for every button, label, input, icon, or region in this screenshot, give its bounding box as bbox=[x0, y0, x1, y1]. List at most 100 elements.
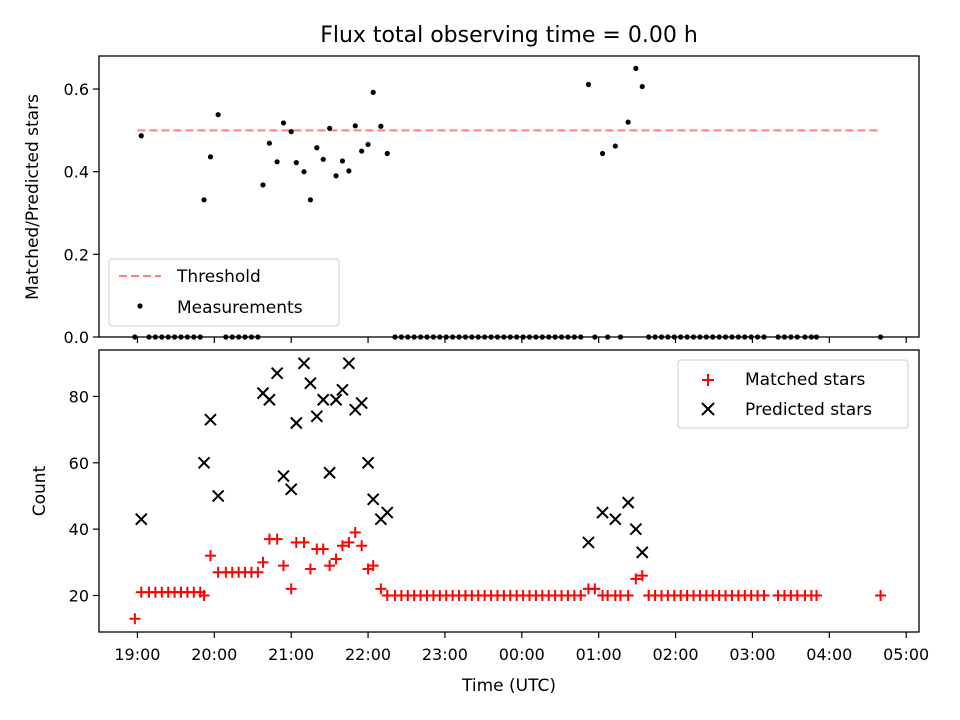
legend-threshold-label: Threshold bbox=[176, 267, 261, 287]
x-tick-label: 21:00 bbox=[268, 645, 314, 664]
predicted-star-point bbox=[270, 367, 284, 380]
x-tick-label: 01:00 bbox=[576, 645, 622, 664]
legend-measurements-label: Measurements bbox=[177, 298, 303, 318]
measurement-point bbox=[138, 133, 144, 139]
predicted-star-point-b bbox=[361, 456, 375, 470]
predicted-star-point bbox=[277, 469, 290, 483]
bottom-y-ticks: 20 40 60 80 bbox=[69, 387, 99, 606]
measurement-point bbox=[339, 158, 346, 164]
matched-star-point bbox=[285, 583, 297, 595]
matched-star-point bbox=[356, 540, 368, 552]
x-axis-label: Time (UTC) bbox=[461, 676, 556, 696]
x-tick-label: 19:00 bbox=[114, 645, 160, 664]
predicted-star-point bbox=[361, 456, 375, 470]
predicted-star-point bbox=[323, 466, 336, 479]
legend-predicted-label: Predicted stars bbox=[745, 400, 872, 420]
predicted-star-point-b bbox=[381, 506, 394, 519]
predicted-star-point-b bbox=[336, 383, 349, 397]
matched-star-point bbox=[636, 570, 648, 582]
predicted-star-point bbox=[297, 357, 311, 370]
measurement-point bbox=[280, 120, 287, 126]
predicted-star-point-b bbox=[621, 496, 635, 509]
x-tick-label: 20:00 bbox=[191, 645, 237, 664]
predicted-star-point bbox=[636, 546, 649, 559]
predicted-star-point bbox=[304, 376, 317, 390]
measurement-point bbox=[585, 81, 592, 88]
predicted-star-point bbox=[621, 496, 635, 509]
bottom-legend: Matched stars Predicted stars bbox=[677, 359, 909, 429]
predicted-star-point bbox=[135, 512, 148, 526]
legend-matched-label: Matched stars bbox=[745, 370, 865, 390]
measurement-point bbox=[378, 123, 384, 129]
matched-star-point bbox=[317, 543, 329, 555]
bottom-y-tick-label: 80 bbox=[69, 387, 89, 406]
matched-star-point bbox=[811, 590, 822, 602]
matched-star-point bbox=[257, 556, 269, 568]
measurement-point bbox=[639, 83, 645, 90]
top-y-tick-label: 0.2 bbox=[64, 245, 89, 264]
top-y-tick-label: 0.4 bbox=[64, 163, 89, 182]
matched-star-point bbox=[129, 613, 141, 625]
matched-star-point bbox=[875, 590, 887, 602]
measurement-point bbox=[301, 169, 307, 175]
x-tick-label: 23:00 bbox=[422, 645, 468, 664]
measurement-point bbox=[266, 140, 273, 146]
x-tick-label: 04:00 bbox=[806, 645, 852, 664]
predicted-star-point-b bbox=[636, 546, 649, 559]
predicted-star-point bbox=[629, 522, 643, 536]
predicted-star-point-b bbox=[297, 357, 311, 370]
bottom-y-axis-label: Count bbox=[30, 465, 50, 516]
measurement-point bbox=[352, 123, 358, 129]
x-tick-label: 00:00 bbox=[499, 645, 545, 664]
predicted-star-point-b bbox=[596, 506, 609, 519]
predicted-star-point-b bbox=[135, 512, 148, 526]
top-y-ticks: 0.0 0.2 0.4 0.6 bbox=[64, 80, 99, 347]
top-legend-box bbox=[108, 258, 340, 327]
x-tick-label: 05:00 bbox=[883, 645, 929, 664]
predicted-star-point bbox=[290, 416, 303, 430]
matched-star-point bbox=[298, 536, 310, 548]
predicted-star-point-b bbox=[323, 466, 336, 479]
predicted-star-point bbox=[355, 396, 368, 410]
measurement-point bbox=[260, 182, 266, 188]
measurement-point bbox=[612, 143, 618, 149]
measurement-point bbox=[633, 65, 639, 71]
predicted-star-point-b bbox=[582, 536, 595, 549]
matched-star-point bbox=[198, 590, 210, 602]
predicted-star-point bbox=[381, 506, 394, 519]
bottom-y-tick-label: 20 bbox=[69, 587, 89, 606]
measurement-point bbox=[293, 160, 299, 166]
matched-star-point bbox=[278, 560, 289, 572]
matched-star-point bbox=[589, 583, 601, 595]
matched-star-point bbox=[630, 573, 642, 585]
matched-star-point bbox=[349, 526, 361, 538]
predicted-star-point bbox=[284, 483, 298, 496]
legend-predicted-swatch bbox=[701, 402, 715, 416]
predicted-star-point-b bbox=[197, 456, 211, 470]
predicted-star-point-b bbox=[263, 393, 276, 406]
bottom-y-tick-label: 40 bbox=[69, 520, 89, 539]
top-axes-frame bbox=[98, 55, 920, 338]
top-axes: 0.0 0.2 0.4 0.6 Matched/Predicted stars Thr… bbox=[23, 55, 920, 347]
predicted-star-point-b bbox=[366, 493, 380, 506]
measurement-point bbox=[274, 159, 280, 165]
measurement-point bbox=[327, 125, 333, 131]
matched-star-point bbox=[204, 550, 216, 562]
measurement-point bbox=[365, 141, 371, 148]
matched-star-point bbox=[622, 590, 634, 602]
predicted-star-point bbox=[342, 357, 356, 370]
bottom-x-ticks: 19:00 20:00 21:00 22:00 23:00 00:00 01:00 02:00… bbox=[114, 632, 929, 664]
top-y-tick-label: 0.0 bbox=[64, 328, 89, 347]
matched-star-point bbox=[758, 590, 770, 602]
x-tick-label: 22:00 bbox=[345, 645, 391, 664]
matched-star-point bbox=[304, 563, 316, 575]
measurement-point bbox=[370, 89, 376, 95]
measurement-point bbox=[288, 129, 294, 135]
predicted-star-point bbox=[317, 393, 330, 406]
predicted-star-point-b bbox=[270, 367, 284, 380]
measurement-point bbox=[384, 150, 390, 157]
matched-star-point bbox=[330, 553, 342, 565]
matched-star-point bbox=[375, 583, 387, 595]
bottom-y-tick-label: 60 bbox=[69, 454, 89, 473]
